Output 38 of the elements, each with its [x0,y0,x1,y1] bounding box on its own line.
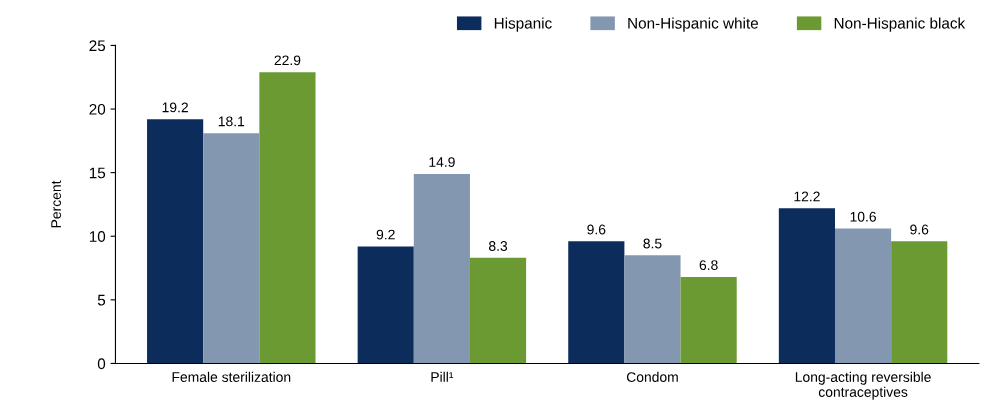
data-label: 9.6 [587,224,606,235]
y-tick-label: 0 [97,358,106,370]
bar [680,276,737,364]
data-label: 14.9 [429,157,455,167]
legend-label: Hispanic [494,17,552,32]
x-tick-label: Pill¹ [431,371,454,382]
data-label: 6.8 [699,260,718,271]
bar [469,257,527,364]
bar [203,133,260,364]
y-axis-title: Percent [51,180,61,228]
bar [568,241,625,364]
bar [778,208,835,364]
bar [624,255,681,364]
bar [259,72,316,364]
data-label: 18.1 [218,116,245,127]
data-label: 9.2 [376,229,395,240]
y-tick-label: 10 [89,231,106,242]
data-label: 19.2 [162,102,188,113]
y-tick-label: 15 [89,167,106,179]
x-tick-label: Long-acting reversible contraceptives [795,371,931,400]
bar [413,173,470,364]
data-label: 12.2 [794,191,820,202]
legend-label: Non-Hispanic white [628,17,759,32]
data-label: 9.6 [910,224,929,235]
bar [891,241,948,364]
x-tick-label: Condom [626,371,678,382]
data-label: 8.5 [643,238,662,249]
y-tick-label: 5 [97,294,106,306]
data-label: 8.3 [488,241,508,251]
bar [834,228,892,364]
bar [147,119,204,364]
bar [357,246,414,364]
data-label: 22.9 [274,55,301,66]
y-tick-label: 20 [89,103,106,115]
x-tick-label: Female sterilization [172,371,291,382]
data-label: 10.6 [850,211,876,222]
legend-label: Non-Hispanic black [834,17,966,32]
y-tick-label: 25 [89,40,106,52]
